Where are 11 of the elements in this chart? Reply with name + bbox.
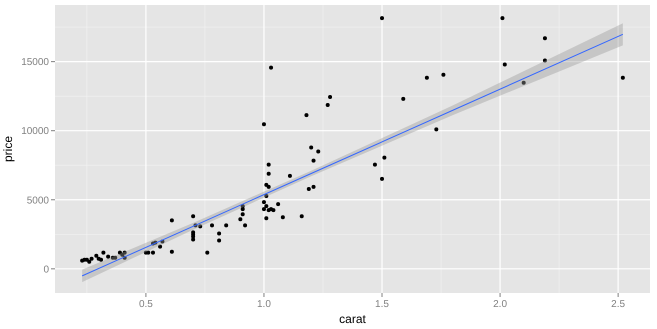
x-tick-label: 1.0 xyxy=(257,299,272,310)
y-tick-label: 0 xyxy=(43,264,50,276)
y-tick-label: 5000 xyxy=(26,195,50,206)
y-tick-label: 15000 xyxy=(21,57,50,68)
x-tick-label: 0.5 xyxy=(138,299,154,310)
x-tick-label: 2.0 xyxy=(493,299,508,310)
x-tick-label: 2.5 xyxy=(611,299,626,310)
x-tick-label: 1.5 xyxy=(375,299,390,310)
x-axis-title: carat xyxy=(339,312,366,326)
y-axis-title: price xyxy=(1,136,15,162)
y-tick-label: 10000 xyxy=(21,126,50,138)
